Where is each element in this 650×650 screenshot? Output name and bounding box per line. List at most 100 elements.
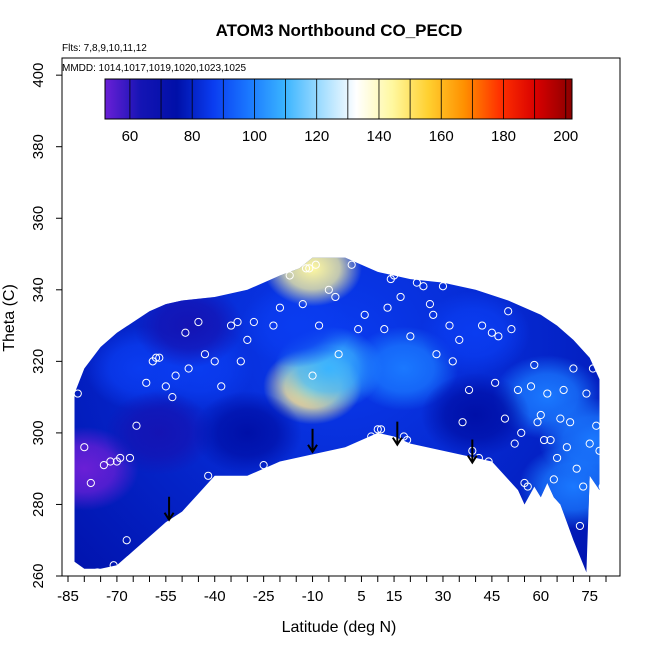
sample-point: [259, 460, 268, 470]
sample-point: [383, 303, 392, 312]
sample-point: [513, 385, 523, 395]
y-axis-title: Theta (C): [1, 284, 18, 352]
x-tick-label: -70: [106, 588, 128, 605]
x-tick-label: -85: [57, 588, 79, 605]
heatmap-hotspots: [74, 257, 600, 529]
y-tick-label: 380: [30, 134, 47, 159]
sample-point: [236, 357, 245, 366]
sample-point: [549, 475, 558, 484]
sample-point: [585, 439, 594, 448]
colorbar-gradient: [104, 78, 573, 120]
y-axis: 260 280 300 320 340 360 380 400: [30, 63, 62, 589]
tropopause-arrow: [163, 496, 175, 522]
sample-point: [517, 428, 526, 438]
sample-point: [464, 385, 474, 395]
sample-point: [419, 282, 428, 291]
colorbar-tick-label: 140: [366, 128, 391, 145]
sample-point: [354, 325, 363, 334]
y-tick-label: 300: [30, 420, 47, 445]
sample-point: [204, 471, 213, 480]
sample-point: [539, 435, 549, 445]
sample-point: [500, 414, 510, 423]
heatmap-hotspot: [192, 390, 302, 475]
sample-point: [569, 364, 578, 373]
sample-point: [106, 457, 115, 466]
sample-point: [347, 260, 356, 269]
sample-point: [308, 371, 317, 380]
sample-point: [125, 453, 135, 463]
sample-point: [301, 264, 311, 273]
sample-point: [559, 385, 568, 395]
tropopause-arrow: [307, 428, 318, 454]
sample-point: [533, 418, 542, 427]
heatmap-hotspot: [420, 290, 531, 375]
heatmap-hotspot: [134, 283, 244, 368]
heatmap-hotspot: [538, 398, 600, 483]
colorbar-tick-labels: 60 80 100 120 140 160 180 200: [122, 128, 579, 145]
sample-point: [598, 482, 607, 491]
colorbar-tick-label: 100: [242, 128, 267, 145]
sample-point: [314, 321, 324, 330]
sample-point: [116, 453, 125, 463]
sample-point: [579, 482, 588, 491]
y-tick-label: 280: [30, 492, 47, 517]
sample-point: [226, 321, 236, 330]
sample-point: [275, 303, 285, 312]
sample-point: [484, 457, 493, 466]
x-tick-label: 75: [581, 588, 598, 605]
sample-point: [582, 389, 591, 398]
chart-title: ATOM3 Northbound CO_PECD: [216, 21, 463, 40]
sample-point: [412, 278, 421, 287]
sample-point: [171, 371, 180, 380]
sample-point: [80, 443, 89, 452]
colorbar: 60 80 100 120 140 160 180 200: [104, 78, 579, 145]
colorbar-tick-label: 160: [429, 128, 454, 145]
sample-point: [477, 321, 487, 330]
y-tick-label: 260: [30, 563, 47, 588]
sample-point: [458, 418, 467, 427]
y-tick-label: 400: [30, 63, 47, 88]
sample-point: [543, 389, 552, 398]
tropopause-arrow: [466, 439, 478, 465]
sample-point: [285, 271, 294, 280]
y-tick-label: 360: [30, 206, 47, 231]
sample-point: [360, 310, 369, 319]
sample-point: [552, 453, 562, 463]
x-tick-label: 30: [435, 588, 452, 605]
sample-point: [504, 307, 513, 316]
sample-point: [200, 350, 210, 359]
sample-point: [132, 421, 141, 430]
colorbar-tick-label: 60: [122, 128, 139, 145]
y-tick-label: 320: [30, 349, 47, 374]
sample-point: [429, 310, 438, 319]
sample-point: [380, 325, 389, 334]
sample-point: [73, 389, 82, 398]
sample-point: [217, 382, 226, 391]
x-tick-label: 45: [484, 588, 501, 605]
sample-point: [595, 446, 604, 455]
sample-point: [324, 285, 333, 294]
sample-point: [142, 378, 151, 387]
sample-point: [448, 357, 457, 366]
colorbar-tick-label: 120: [304, 128, 329, 145]
y-tick-label: 340: [30, 277, 47, 302]
plot-frame: [61, 57, 621, 577]
sample-point: [233, 317, 242, 327]
heatmap-hotspot: [420, 373, 531, 458]
sample-point: [536, 410, 545, 420]
x-tick-label: -40: [204, 588, 226, 605]
sample-point: [510, 439, 519, 448]
sample-point: [311, 260, 320, 269]
tropopause-arrow: [391, 421, 403, 447]
sample-point: [298, 300, 307, 309]
sample-point: [425, 300, 435, 309]
sample-point: [445, 321, 454, 330]
sample-point: [530, 360, 539, 370]
sample-point: [292, 260, 301, 269]
colorbar-tick-label: 180: [491, 128, 516, 145]
sample-point: [575, 521, 585, 531]
x-tick-label: 5: [357, 588, 365, 605]
sample-point: [243, 335, 252, 344]
sample-point: [523, 482, 532, 491]
